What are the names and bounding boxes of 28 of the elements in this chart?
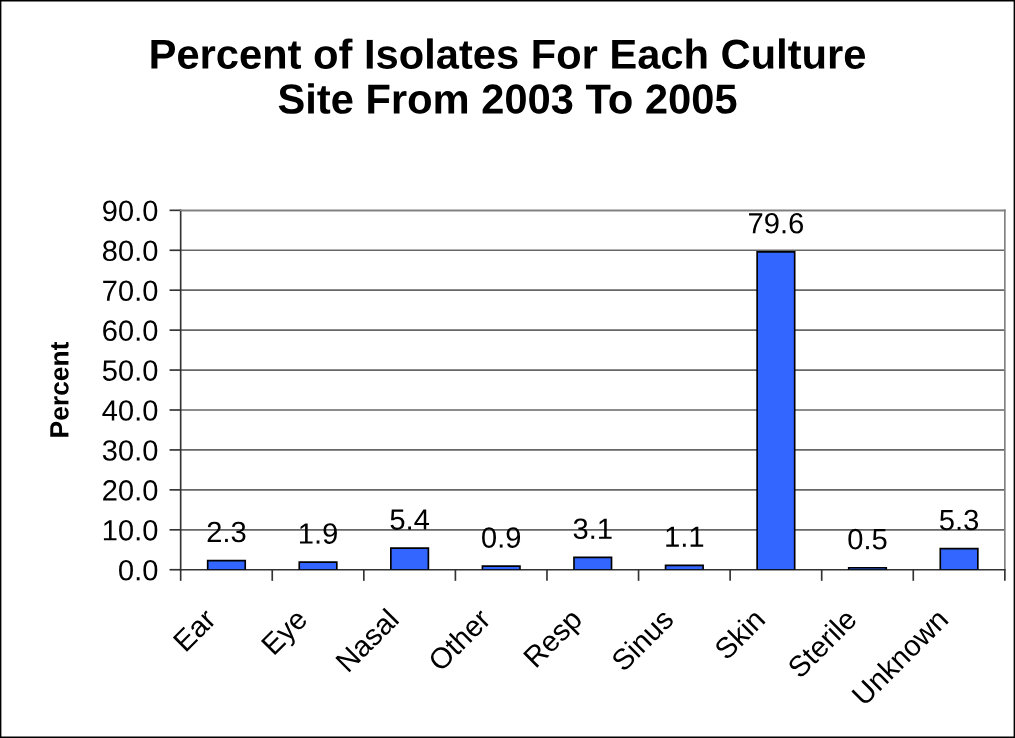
y-axis-title: Percent — [50, 341, 69, 437]
y-tick-label: 50.0 — [102, 360, 158, 381]
y-tick-label: 90.0 — [103, 200, 158, 222]
x-tick-label: Eye — [260, 607, 313, 660]
y-tick-label: 70.0 — [103, 280, 158, 302]
bar — [206, 559, 247, 570]
y-tick-label: 10.0 — [103, 520, 158, 541]
bar — [481, 565, 521, 570]
y-tick-label: 40.0 — [102, 400, 158, 421]
y-tick-label: 0.0 — [119, 559, 158, 581]
bar — [756, 251, 796, 570]
data-label: 1.1 — [666, 526, 704, 547]
y-tick-label: 80.0 — [102, 240, 158, 262]
x-tick-label: Skin — [712, 607, 766, 661]
data-label: 79.6 — [749, 212, 804, 234]
bar — [298, 561, 338, 570]
y-tick-label: 60.0 — [103, 320, 158, 341]
data-label: 0.5 — [848, 528, 887, 550]
y-tick-label: 20.0 — [103, 480, 158, 501]
data-label: 5.3 — [939, 509, 979, 531]
bar — [939, 547, 979, 570]
bar — [573, 556, 613, 570]
y-tick-label: 30.0 — [102, 440, 158, 461]
x-tick-label: Ear — [172, 607, 218, 652]
chart-title: Percent of Isolates For Each Culture Site From 2003 To 2005 — [151, 38, 865, 114]
data-label: 0.9 — [482, 527, 521, 548]
data-label: 5.4 — [390, 509, 430, 530]
bar — [390, 547, 430, 570]
